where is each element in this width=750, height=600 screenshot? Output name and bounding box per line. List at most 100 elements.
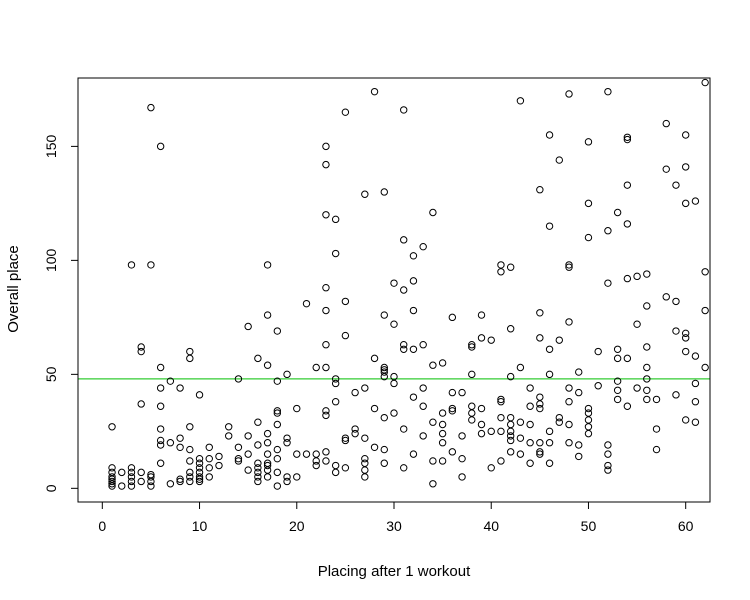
data-point [205,443,213,451]
data-point [341,436,350,445]
data-point [234,457,243,465]
data-point [331,249,340,258]
data-point [448,313,457,322]
data-point [127,477,136,486]
data-point [147,482,155,490]
data-point [506,448,515,456]
data-point [623,181,632,189]
data-point [691,352,700,360]
data-point [438,439,447,447]
data-point [400,425,408,433]
data-point [254,459,262,467]
data-point [526,459,534,467]
data-point [681,416,690,424]
data-point [506,432,515,440]
data-point [633,384,641,392]
data-point [565,263,573,271]
data-point [156,441,165,449]
data-point [273,454,282,463]
data-point [516,363,525,372]
data-point [108,477,116,486]
data-point [536,450,544,458]
data-point [127,482,136,490]
data-point [477,334,486,342]
data-point [254,468,262,477]
data-point [254,464,262,472]
x-tick-label: 50 [581,518,597,534]
data-point [312,363,320,372]
data-point [380,445,388,454]
data-point [244,466,252,474]
data-point [623,135,632,144]
data-point [497,268,505,276]
data-point [273,377,282,385]
data-point [516,450,525,458]
data-point [331,375,340,383]
data-point [545,370,554,379]
data-point [506,436,515,445]
data-point [681,163,690,171]
data-point [293,473,301,481]
data-point [506,420,515,429]
data-point [672,327,680,335]
data-point [448,404,457,413]
data-point [477,420,486,429]
data-point [643,386,651,395]
data-point [234,375,243,383]
data-point [361,466,369,474]
data-point [283,477,291,486]
data-point [536,439,544,447]
data-point [400,236,408,244]
data-point [438,429,447,438]
data-point [195,477,204,486]
data-point [477,404,486,413]
data-point [195,454,204,463]
data-point [604,466,612,474]
data-point [604,461,612,470]
data-point [156,402,165,410]
data-point [497,457,505,465]
data-point [176,443,184,451]
data-point [273,482,282,490]
data-point [147,103,155,112]
data-point [691,418,700,426]
data-point [526,402,534,410]
data-point [166,480,175,488]
data-point [691,197,700,205]
data-point [108,464,116,472]
data-point [497,261,505,269]
data-point [156,459,165,467]
data-point [205,454,213,463]
data-point [565,420,573,429]
data-point [400,464,408,472]
data-point [497,397,505,406]
data-point [691,379,700,388]
data-point [195,473,204,481]
data-point [118,468,126,477]
data-point [147,477,155,486]
data-point [263,450,272,458]
data-point [137,477,145,486]
data-point [263,461,272,470]
data-point [273,407,282,415]
data-point [584,429,593,438]
data-point [283,370,291,379]
data-point [400,345,408,353]
data-point [487,336,495,344]
data-point [652,425,661,433]
data-point [176,477,184,486]
data-point [643,270,651,278]
data-point [468,370,476,379]
data-point [263,429,272,438]
data-point [322,448,330,456]
data-point [331,397,340,406]
data-point [234,454,243,463]
data-point [283,439,291,447]
data-point [536,185,544,194]
data-point [555,413,563,422]
data-point [370,354,379,363]
data-point [244,432,252,440]
data-point [448,407,457,415]
data-point [263,311,272,319]
data-point [448,388,457,397]
